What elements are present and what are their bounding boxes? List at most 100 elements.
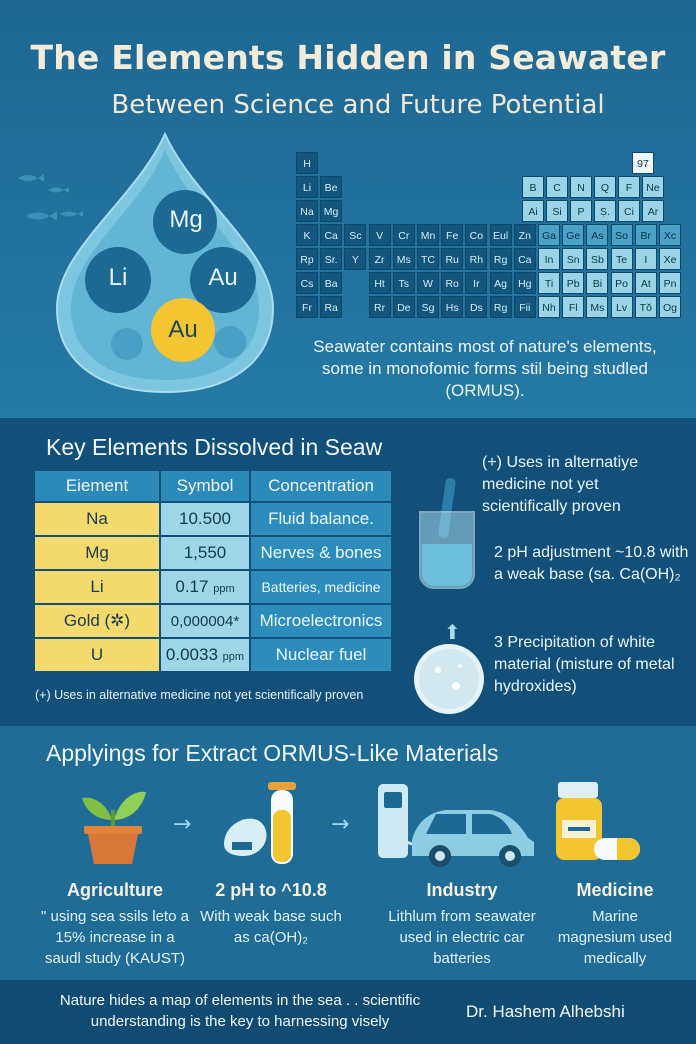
element-name: Gold (✲) [35,605,159,637]
element-cell: F [618,176,640,198]
element-cell: Ar [642,200,664,222]
value-text: 0,000004* [170,612,240,630]
value-text: 10.500 [179,509,231,528]
table-row: Li 0.17 ppm Batteries, medicine [35,571,391,603]
element-cell: C [546,176,568,198]
element-cell: Mn [417,224,439,246]
plant-pot-icon [82,791,146,864]
column-header-concentration: Concentration [251,471,391,501]
application-agriculture: Agriculture " using sea ssils leto a 15%… [40,880,190,969]
element-cell: Lv [610,296,633,318]
element-cell: K [296,224,318,246]
applications-title: Applyings for Extract ORMUS-Like Materia… [46,740,499,766]
table-row: Gold (✲) 0,000004* Microelectronics [35,605,391,637]
element-cell: Q [594,176,616,198]
table-row: U 0.0033 ppm Nuclear fuel [35,639,391,671]
application-text: Marine magnesium used medically [557,908,673,967]
table-row: Mg 1,550 Nerves & bones [35,537,391,569]
element-cell: Tŏ [634,296,657,318]
column-header-element: Eiement [35,471,159,501]
unit-text: ppm [213,583,235,595]
element-cell: As [586,224,609,246]
arrow-right-icon: → [331,812,350,837]
element-cell: Ir [465,272,488,294]
element-cell: Ai [522,200,544,222]
element-cell: Ca [320,224,343,246]
element-cell: Zr [368,248,391,270]
concentration-value: 10.500 [161,503,249,535]
fish-school-icon [18,174,83,221]
element-cell: Sb [586,248,609,270]
element-cell: Ṣ. [594,200,616,222]
element-cell: So [610,224,633,246]
element-name: Li [35,571,159,603]
element-cell: Eul [489,224,512,246]
drop-label-li: Li [108,264,128,291]
arrow-up-icon: ⬆ [444,620,461,644]
element-cell: Fl [562,296,585,318]
element-cell: W [417,272,439,294]
element-cell: Ds [465,296,488,318]
note-number: (+) [482,454,502,471]
element-cell: Li [296,176,318,198]
element-cell: V [368,224,391,246]
element-cell: De [392,296,415,318]
drop-label-au-gold: Au [168,316,198,343]
element-cell: Si [546,200,568,222]
element-cell: Hg [513,272,536,294]
application-heading: Industry [426,880,498,900]
element-cell: Fii [513,296,536,318]
element-cell: Ge [562,224,585,246]
application-text: With weak base such as ca(OH)₂ [200,908,342,946]
element-cell: Po [610,272,633,294]
process-note: 2 pH adjustment ~10.8 with a weak base (… [494,542,690,586]
test-tube-icon [224,782,296,864]
element-cell: Ro [441,272,464,294]
medicine-bottle-icon [556,782,640,860]
application-heading: Medicine [576,880,654,900]
water-drop-illustration [55,131,275,394]
beaker-icon [419,478,475,589]
element-cell: Bi [586,272,609,294]
element-cell: Ci [618,200,640,222]
element-cell: N [570,176,592,198]
arrow-right-icon: → [173,812,192,837]
element-cell: Ag [489,272,512,294]
application-medicine: Medicine Marine magnesium used medically [556,880,674,969]
note-text: Uses in alternatiye medicine not yet sci… [482,454,639,515]
element-cell-number: 97 [632,152,654,174]
element-cell: Ba [320,272,343,294]
page-subtitle: Between Science and Future Potential [111,90,605,120]
element-cell: Fe [441,224,464,246]
element-cell: Y [344,248,367,270]
element-cell: Ms [586,296,609,318]
element-cell: Br [634,224,657,246]
element-cell: B [522,176,544,198]
application-heading: Agriculture [66,880,163,900]
value-text: 0.17 [175,577,209,596]
element-cell: Ne [642,176,664,198]
electric-car-icon [378,784,534,867]
author-name: Dr. Hashem Alhebshi [466,1002,625,1021]
footer-text: Nature hides a map of elements in the se… [59,992,421,1030]
table-footnote: (+) Uses in alternative medicine not yet… [35,688,364,702]
application-text: Lithlum from seawater used in electric c… [388,908,536,967]
concentration-value: 0.0033 ppm [161,639,249,671]
element-name: Mg [35,537,159,569]
note-text: pH adjustment ~10.8 with a weak base (sa… [494,544,689,583]
value-text: 0.0033 [165,645,218,664]
note-number: 2 [494,544,503,561]
element-cell: Rh [465,248,488,270]
unit-text: ppm [222,651,245,663]
element-cell: Ms [392,248,415,270]
element-cell: Sn [562,248,585,270]
element-cell: Rg [489,248,512,270]
element-use: Nuclear fuel [251,639,391,671]
application-industry: Industry Lithlum from seawater used in e… [380,880,544,969]
element-name: Na [35,503,159,535]
element-cell: Ts [392,272,415,294]
element-cell: Ru [441,248,464,270]
element-cell: Ca [513,248,536,270]
drop-label-mg: Mg [169,206,203,233]
